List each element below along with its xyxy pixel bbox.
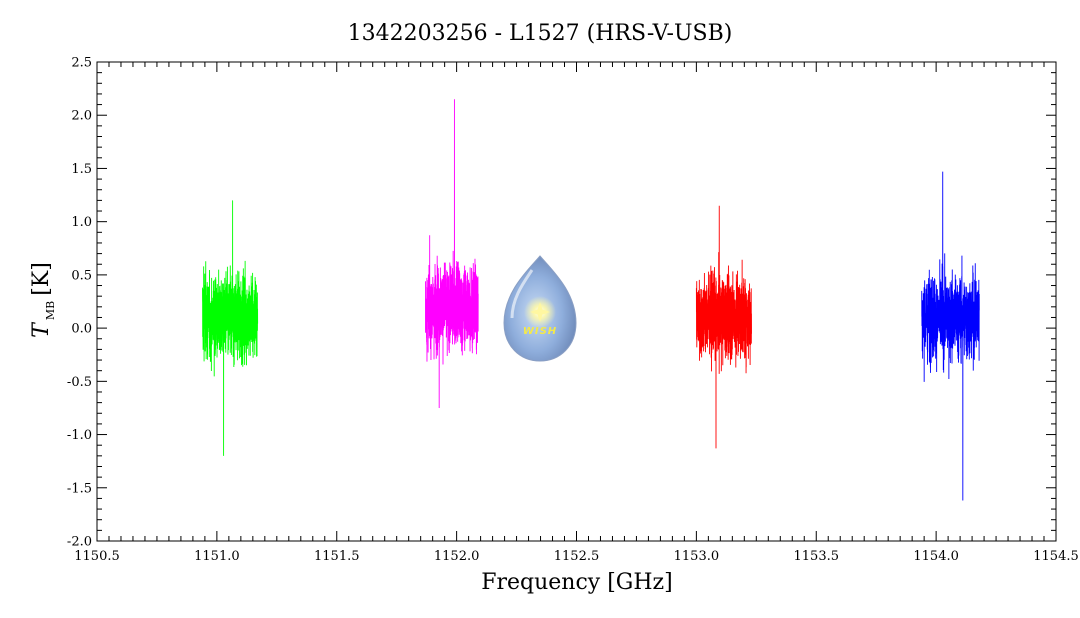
y-tick-label: 2.5 <box>71 56 92 71</box>
y-tick-label: 2.0 <box>71 109 92 124</box>
x-tick-label: 1151.0 <box>194 549 240 564</box>
series-line-3 <box>695 205 752 449</box>
x-tick-label: 1152.0 <box>434 549 480 564</box>
y-tick-label: -1.0 <box>67 428 92 443</box>
x-tick-label: 1153.5 <box>794 549 840 564</box>
y-axis-label: TMB [K] <box>29 262 57 338</box>
y-tick-label: -0.5 <box>67 375 92 390</box>
svg-text:TMB[K]: TMB [K] <box>29 262 57 338</box>
x-tick-label: 1154.5 <box>1033 549 1079 564</box>
x-tick-label: 1151.5 <box>314 549 360 564</box>
y-tick-label: -1.5 <box>67 481 92 496</box>
series-layer <box>202 99 980 501</box>
y-tick-label: 0.5 <box>71 268 92 283</box>
y-tick-label: 1.0 <box>71 215 92 230</box>
chart-title: 1342203256 - L1527 (HRS-V-USB) <box>348 21 733 46</box>
wish-logo-text: WISH <box>523 326 557 337</box>
x-tick-label: 1152.5 <box>554 549 600 564</box>
series-line-4 <box>921 171 980 501</box>
x-tick-label: 1153.0 <box>674 549 720 564</box>
y-tick-label: -2.0 <box>67 535 92 550</box>
x-axis-label: Frequency [GHz] <box>481 570 673 595</box>
wish-logo: WISH <box>503 255 577 362</box>
axes: 1150.5 1151.0 1151.5 1152.0 1152.5 1153.0 1153… <box>67 56 1079 565</box>
y-axis-label-main: T <box>29 321 54 338</box>
series-line-2 <box>425 99 479 408</box>
series-line-1 <box>202 200 259 456</box>
y-axis-label-sub: MB <box>44 301 57 320</box>
y-tick-label: 0.0 <box>71 322 92 337</box>
y-axis-label-unit: [K] <box>29 262 54 296</box>
x-tick-label: 1150.5 <box>74 549 120 564</box>
x-tick-label: 1154.0 <box>913 549 959 564</box>
y-tick-label: 1.5 <box>71 162 92 177</box>
